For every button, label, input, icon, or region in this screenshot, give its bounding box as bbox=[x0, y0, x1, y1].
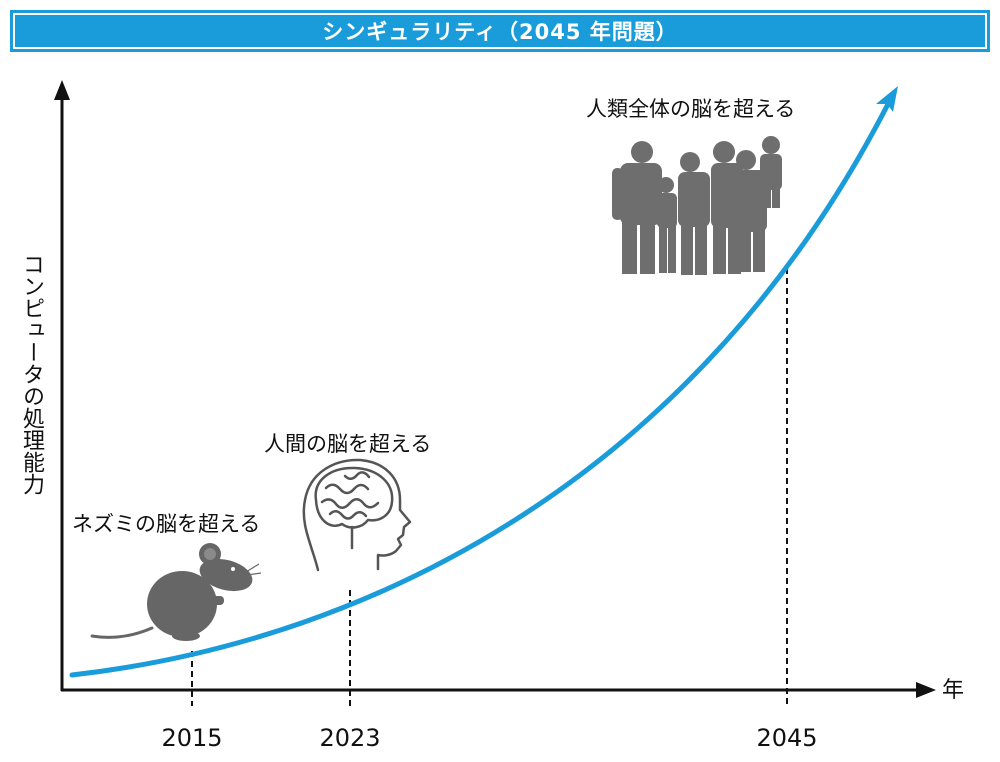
brain-fold bbox=[328, 510, 368, 520]
brain-fold bbox=[320, 498, 380, 509]
mouse-body bbox=[147, 571, 217, 637]
tick-label-2015: 2015 bbox=[161, 724, 223, 752]
mouse-tail bbox=[90, 626, 154, 639]
person-silhouette bbox=[657, 177, 677, 273]
title-banner: シンギュラリティ（2045 年問題） bbox=[10, 10, 990, 52]
mouse-front-leg bbox=[208, 596, 224, 605]
people-group-icon bbox=[612, 136, 782, 275]
brain-fold bbox=[324, 483, 370, 495]
person-silhouette bbox=[678, 152, 710, 275]
person-silhouette bbox=[736, 150, 767, 272]
milestone-label-mouse: ネズミの脳を超える bbox=[72, 512, 261, 536]
curve-arrowhead bbox=[876, 86, 898, 112]
y-axis-label: コンピュータの処理能力 bbox=[19, 253, 44, 495]
tick-label-2045: 2045 bbox=[756, 724, 818, 752]
mouse-ear-inner bbox=[204, 548, 216, 560]
x-axis-label: 年 bbox=[942, 678, 965, 703]
mouse-whisker bbox=[245, 563, 260, 573]
axes bbox=[54, 80, 936, 698]
exponential-curve bbox=[69, 101, 891, 678]
brain-fold bbox=[343, 471, 371, 480]
mouse-icon bbox=[90, 543, 262, 641]
milestone-guides bbox=[191, 268, 788, 706]
human-brain-icon bbox=[302, 458, 412, 572]
milestone-label-humanity: 人類全体の脳を超える bbox=[586, 97, 796, 121]
tick-label-2023: 2023 bbox=[319, 724, 381, 752]
mouse-head bbox=[199, 558, 253, 592]
person-silhouette bbox=[760, 136, 782, 208]
brain-outline bbox=[314, 466, 394, 529]
person-silhouette bbox=[711, 141, 743, 274]
growth-curve bbox=[69, 86, 898, 678]
x-axis-arrowhead bbox=[916, 682, 936, 698]
person-silhouette bbox=[612, 141, 662, 274]
mouse-eye bbox=[231, 567, 235, 571]
mouse-whisker bbox=[246, 572, 262, 576]
mouse-foot bbox=[172, 631, 200, 641]
milestone-label-human: 人間の脳を超える bbox=[264, 432, 432, 456]
head-outline bbox=[302, 458, 412, 572]
diagram-title: シンギュラリティ（2045 年問題） bbox=[13, 13, 987, 49]
y-axis-arrowhead bbox=[54, 80, 70, 100]
